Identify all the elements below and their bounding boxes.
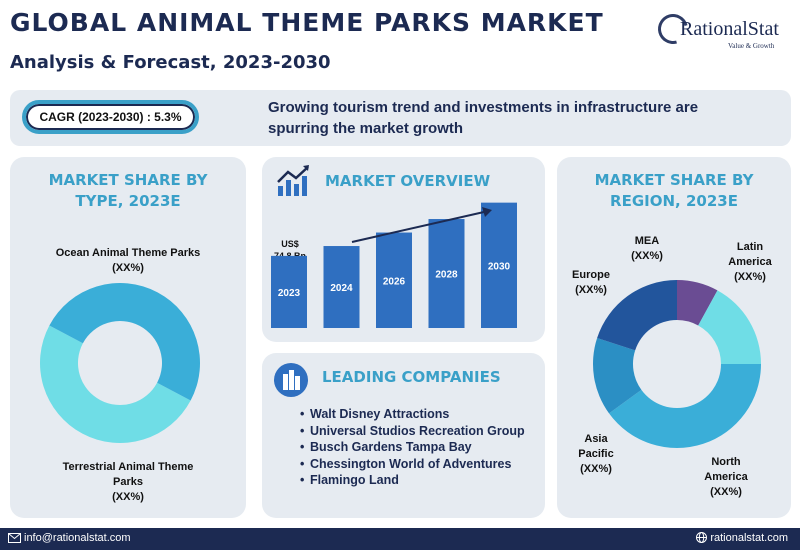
market-value-label: US$ 74.8 Bn xyxy=(268,238,312,262)
terrestrial-label-value: (XX%) xyxy=(112,491,144,503)
terrestrial-label-name1: Terrestrial Animal Theme xyxy=(62,461,194,473)
cagr-badge: CAGR (2023-2030) : 5.3% xyxy=(22,100,199,134)
latam-label: Latin America (XX%) xyxy=(720,240,780,285)
terrestrial-label-name2: Parks xyxy=(113,476,143,488)
company-item: Busch Gardens Tampa Bay xyxy=(300,439,535,456)
company-item: Chessington World of Adventures xyxy=(300,456,535,473)
company-item: Universal Studios Recreation Group xyxy=(300,423,535,440)
europe-label: Europe (XX%) xyxy=(563,268,619,298)
apac-label: Asia Pacific (XX%) xyxy=(568,432,624,477)
ocean-label-value: (XX%) xyxy=(112,262,144,274)
globe-icon xyxy=(696,532,708,543)
na-label-line1: North xyxy=(711,456,741,468)
market-overview-title: MARKET OVERVIEW xyxy=(325,172,491,190)
mea-label: MEA (XX%) xyxy=(622,234,672,264)
europe-label-name: Europe xyxy=(572,269,610,281)
page-subtitle: Analysis & Forecast, 2023-2030 xyxy=(10,52,331,73)
footer-email[interactable]: info@rationalstat.com xyxy=(8,532,131,544)
growth-chart-icon xyxy=(277,165,309,196)
leading-companies-title: LEADING COMPANIES xyxy=(322,368,501,386)
brand-logo[interactable]: RationalStat Value & Growth xyxy=(652,8,793,54)
region-share-title: MARKET SHARE BY REGION, 2023E xyxy=(557,170,791,212)
ocean-label: Ocean Animal Theme Parks (XX%) xyxy=(10,246,246,276)
type-share-title-line2: TYPE, 2023E xyxy=(75,192,181,210)
footer: info@rationalstat.com rationalstat.com xyxy=(0,528,800,550)
mail-icon xyxy=(8,533,21,543)
na-label-line2: America xyxy=(704,471,748,483)
mea-label-value: (XX%) xyxy=(631,250,663,262)
ocean-label-name: Ocean Animal Theme Parks xyxy=(55,247,201,259)
latam-label-line2: America xyxy=(728,256,772,268)
page-title: GLOBAL ANIMAL THEME PARKS MARKET xyxy=(10,8,604,37)
region-share-title-line2: REGION, 2023E xyxy=(610,192,738,210)
terrestrial-label: Terrestrial Animal Theme Parks (XX%) xyxy=(10,460,246,505)
market-value-amount: 74.8 Bn xyxy=(273,251,306,261)
company-item: Flamingo Land xyxy=(300,472,535,489)
footer-email-text: info@rationalstat.com xyxy=(24,532,131,544)
type-share-title: MARKET SHARE BY TYPE, 2023E xyxy=(10,170,246,212)
footer-website[interactable]: rationalstat.com xyxy=(696,532,788,544)
na-label-value: (XX%) xyxy=(710,486,742,498)
footer-website-text: rationalstat.com xyxy=(710,532,788,544)
banner-text: Growing tourism trend and investments in… xyxy=(268,99,699,137)
latam-label-line1: Latin xyxy=(736,241,764,253)
summary-banner: CAGR (2023-2030) : 5.3% Growing tourism … xyxy=(10,90,791,146)
apac-label-value: (XX%) xyxy=(580,463,612,475)
europe-label-value: (XX%) xyxy=(575,284,607,296)
company-item: Walt Disney Attractions xyxy=(300,406,535,423)
na-label: North America (XX%) xyxy=(696,455,756,500)
apac-label-line2: Pacific xyxy=(578,448,614,460)
latam-label-value: (XX%) xyxy=(734,271,766,283)
mea-label-name: MEA xyxy=(634,235,660,247)
companies-list: Walt Disney Attractions Universal Studio… xyxy=(300,406,535,489)
apac-label-line1: Asia xyxy=(584,433,608,445)
type-share-title-line1: MARKET SHARE BY xyxy=(48,171,208,189)
logo-tagline: Value & Growth xyxy=(728,42,775,50)
market-value-unit: US$ xyxy=(281,239,299,249)
logo-name: RationalStat xyxy=(680,18,779,40)
region-share-title-line1: MARKET SHARE BY xyxy=(594,171,754,189)
building-icon xyxy=(274,363,308,397)
